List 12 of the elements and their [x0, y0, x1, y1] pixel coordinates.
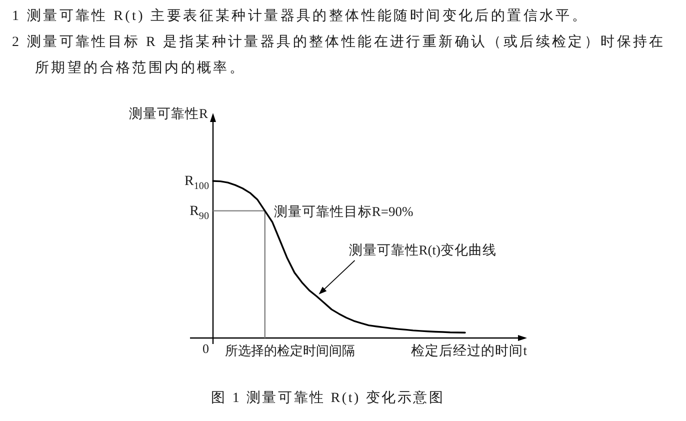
text: 0 — [202, 341, 209, 356]
text: 测量可靠性R(t)变化曲线 — [348, 242, 497, 258]
y-axis-title: 测量可靠性R — [128, 106, 208, 121]
text: R$_{100}$ — [184, 174, 209, 192]
text: 1 测量可靠性 R(t) 主要表征某种计量器具的整体性能随时间变化后的置信水平。 — [12, 7, 590, 26]
text: 图 1 测量可靠性 R(t) 变化示意图 — [210, 390, 446, 408]
x-axis-title: 检定后经过的时间t — [411, 343, 528, 358]
ref-line-label: R$_{90}$ — [190, 204, 209, 222]
annotation: 测量可靠性目标R=90% — [274, 204, 414, 219]
ref-line: R$_{90}$ — [190, 204, 266, 338]
text: 所选择的检定时间间隔 — [224, 343, 355, 358]
text: 2 测量可靠性目标 R 是指某种计量器具的整体性能在进行重新确认（或后续检定）时保持在所期望的合格范围内的概率。 — [12, 33, 666, 78]
